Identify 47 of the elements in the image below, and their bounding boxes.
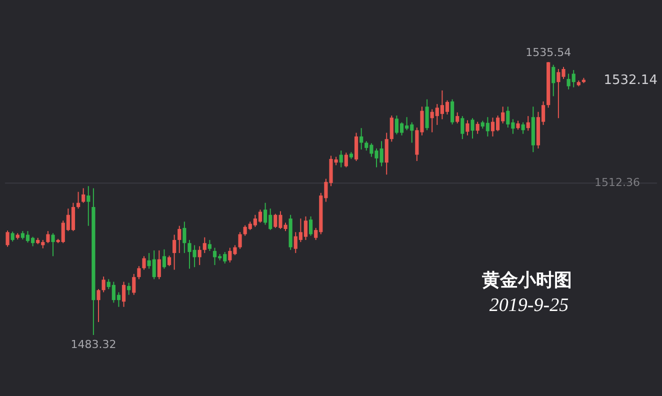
candlestick xyxy=(82,188,86,204)
candlestick xyxy=(354,132,358,162)
candlestick xyxy=(182,221,186,254)
candlestick xyxy=(466,120,470,136)
candlestick xyxy=(102,276,106,293)
candlestick xyxy=(470,118,474,140)
candlestick xyxy=(51,232,55,257)
candlestick xyxy=(6,230,10,248)
candlestick xyxy=(390,115,394,142)
candlestick xyxy=(167,255,172,267)
annotation: 1483.32 xyxy=(70,338,116,351)
candlestick xyxy=(425,98,429,131)
candlestick xyxy=(157,250,161,280)
candlestick xyxy=(208,239,212,252)
candlestick xyxy=(198,246,202,266)
candlestick xyxy=(96,288,100,323)
candlestick xyxy=(339,150,343,168)
candlestick xyxy=(476,121,480,134)
candlestick xyxy=(521,122,525,134)
candlestick xyxy=(172,234,176,270)
candlestick xyxy=(450,98,454,125)
candlestick xyxy=(76,191,80,210)
candlestick xyxy=(162,248,166,270)
candlestick xyxy=(86,186,90,226)
annotation: 1532.14 xyxy=(604,72,658,88)
candlestick xyxy=(178,225,182,254)
candlestick xyxy=(308,216,313,236)
candlestick xyxy=(10,231,14,242)
candlestick xyxy=(46,230,50,244)
candlestick xyxy=(360,128,364,150)
candlestick xyxy=(552,64,556,97)
candlestick xyxy=(344,152,348,168)
text: 2019-9-25 xyxy=(489,295,569,316)
annotation: 1535.54 xyxy=(526,46,572,59)
candlestick xyxy=(127,282,131,296)
candlestick xyxy=(142,256,146,270)
candlestick xyxy=(137,266,141,280)
candlestick xyxy=(384,132,388,176)
text: 黄金小时图 xyxy=(481,270,572,291)
candlestick xyxy=(132,273,136,296)
candlestick xyxy=(460,116,464,140)
ref-line-label: 1512.36 xyxy=(594,176,640,190)
candlestick xyxy=(202,236,206,254)
candlestick xyxy=(456,112,460,124)
candlestick xyxy=(526,116,530,132)
candlestick xyxy=(122,281,126,308)
candlestick xyxy=(238,232,242,250)
